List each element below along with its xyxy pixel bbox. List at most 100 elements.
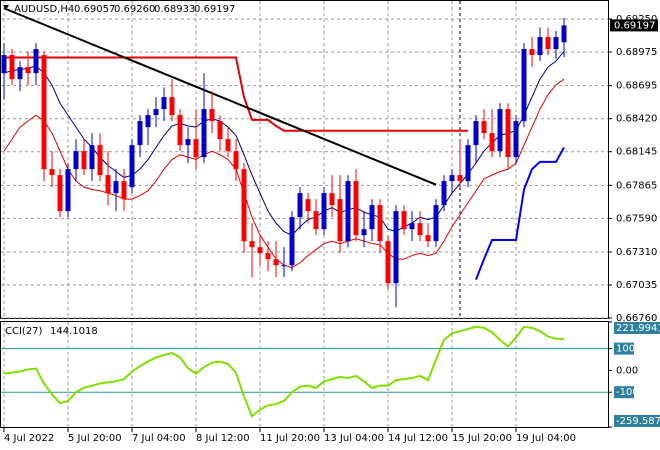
- candle-body: [25, 67, 31, 74]
- price-tag: 0.69197: [614, 20, 655, 31]
- candle-body: [121, 181, 127, 200]
- y-tick-label: 0.67865: [616, 180, 657, 191]
- y-tick-label: -100: [616, 387, 639, 398]
- header-close: 0.69197: [194, 4, 235, 15]
- candle-body: [545, 37, 551, 50]
- indicator-line: [3, 325, 565, 418]
- candle-body: [177, 115, 183, 146]
- candle-body: [105, 175, 111, 194]
- x-tick-label: 13 Jul 04:00: [324, 433, 384, 444]
- overlay-line: [3, 51, 565, 236]
- symbol: AUDUSD,H4: [14, 4, 74, 15]
- candle-body: [49, 169, 55, 176]
- candle-body: [113, 181, 119, 194]
- candle-body: [313, 211, 319, 230]
- y-tick-label: 0.68695: [616, 81, 657, 92]
- y-tick-label: 0.67590: [616, 213, 657, 224]
- indicator-title: CCI(27): [5, 326, 43, 337]
- candle-body: [65, 169, 71, 212]
- candle-body: [465, 145, 471, 182]
- candle-body: [209, 109, 215, 122]
- candle-body: [73, 151, 79, 170]
- candle-body: [529, 49, 535, 56]
- x-tick-label: 19 Jul 04:00: [516, 433, 576, 444]
- x-tick-label: 4 Jul 2022: [4, 433, 54, 444]
- price-tag-bg: [610, 19, 658, 32]
- indicator-value: 144.1018: [50, 326, 98, 337]
- candle-body: [361, 229, 367, 236]
- candle-body: [1, 55, 7, 74]
- candle-body: [513, 121, 519, 158]
- y-tick-label: -259.5874: [616, 416, 660, 427]
- x-tick-label: 11 Jul 20:00: [260, 433, 320, 444]
- y-tick-box: [614, 386, 634, 399]
- candle-body: [425, 235, 431, 242]
- candle-body: [473, 121, 479, 146]
- candle-body: [561, 25, 567, 43]
- y-tick-label: 0.68420: [616, 114, 657, 125]
- candle-body: [193, 139, 199, 158]
- trendline: [3, 7, 437, 186]
- y-tick-label: 0.00: [616, 365, 638, 376]
- candle-body: [169, 97, 175, 116]
- candle-body: [185, 139, 191, 146]
- candle-body: [353, 181, 359, 236]
- candle-body: [553, 37, 559, 50]
- candle-body: [129, 145, 135, 188]
- candle-body: [273, 259, 279, 266]
- y-tick-box: [614, 342, 634, 355]
- y-tick-label: 0.67310: [616, 247, 657, 258]
- candle-body: [153, 109, 159, 116]
- main-frame: [0, 0, 609, 319]
- indicator-frame: [0, 321, 609, 428]
- candle-body: [521, 49, 527, 122]
- candle-body: [481, 121, 487, 134]
- y-tick-box: [614, 415, 660, 427]
- y-tick-label: 221.9941: [616, 323, 660, 334]
- candle-body: [145, 115, 151, 128]
- candle-body: [97, 145, 103, 176]
- candle-body: [433, 205, 439, 242]
- candle-body: [393, 211, 399, 284]
- candle-body: [297, 193, 303, 218]
- candle-body: [441, 181, 447, 206]
- candle-body: [537, 37, 543, 56]
- candle-body: [249, 241, 255, 248]
- header-low: 0.68933: [154, 4, 195, 15]
- candle-body: [33, 49, 39, 74]
- candle-body: [57, 175, 63, 212]
- candle-body: [457, 175, 463, 182]
- candle-body: [497, 109, 503, 152]
- candle-body: [257, 247, 263, 254]
- header-high: 0.69260: [114, 4, 155, 15]
- chart-marker: [3, 5, 9, 10]
- candle-body: [17, 67, 23, 80]
- candle-body: [225, 139, 231, 152]
- candle-body: [489, 133, 495, 152]
- x-tick-label: 7 Jul 04:00: [132, 433, 186, 444]
- candle-body: [385, 241, 391, 284]
- x-tick-label: 8 Jul 12:00: [196, 433, 250, 444]
- candle-body: [449, 175, 455, 182]
- overlay-line: [4, 56, 468, 132]
- candle-body: [337, 199, 343, 242]
- candle-body: [305, 199, 311, 212]
- candle-body: [81, 151, 87, 170]
- candle-body: [161, 97, 167, 110]
- y-tick-box: [614, 322, 660, 334]
- candle-body: [137, 121, 143, 146]
- y-tick-label: 0.68975: [616, 47, 657, 58]
- candle-body: [417, 223, 423, 236]
- candle-body: [201, 109, 207, 158]
- candle-body: [345, 181, 351, 242]
- x-tick-label: 5 Jul 20:00: [68, 433, 122, 444]
- candle-body: [41, 55, 47, 170]
- candle-body: [369, 205, 375, 230]
- candle-body: [265, 253, 271, 260]
- candle-body: [409, 223, 415, 230]
- candle-body: [505, 109, 511, 158]
- candle-body: [377, 205, 383, 242]
- x-tick-label: 15 Jul 20:00: [452, 433, 512, 444]
